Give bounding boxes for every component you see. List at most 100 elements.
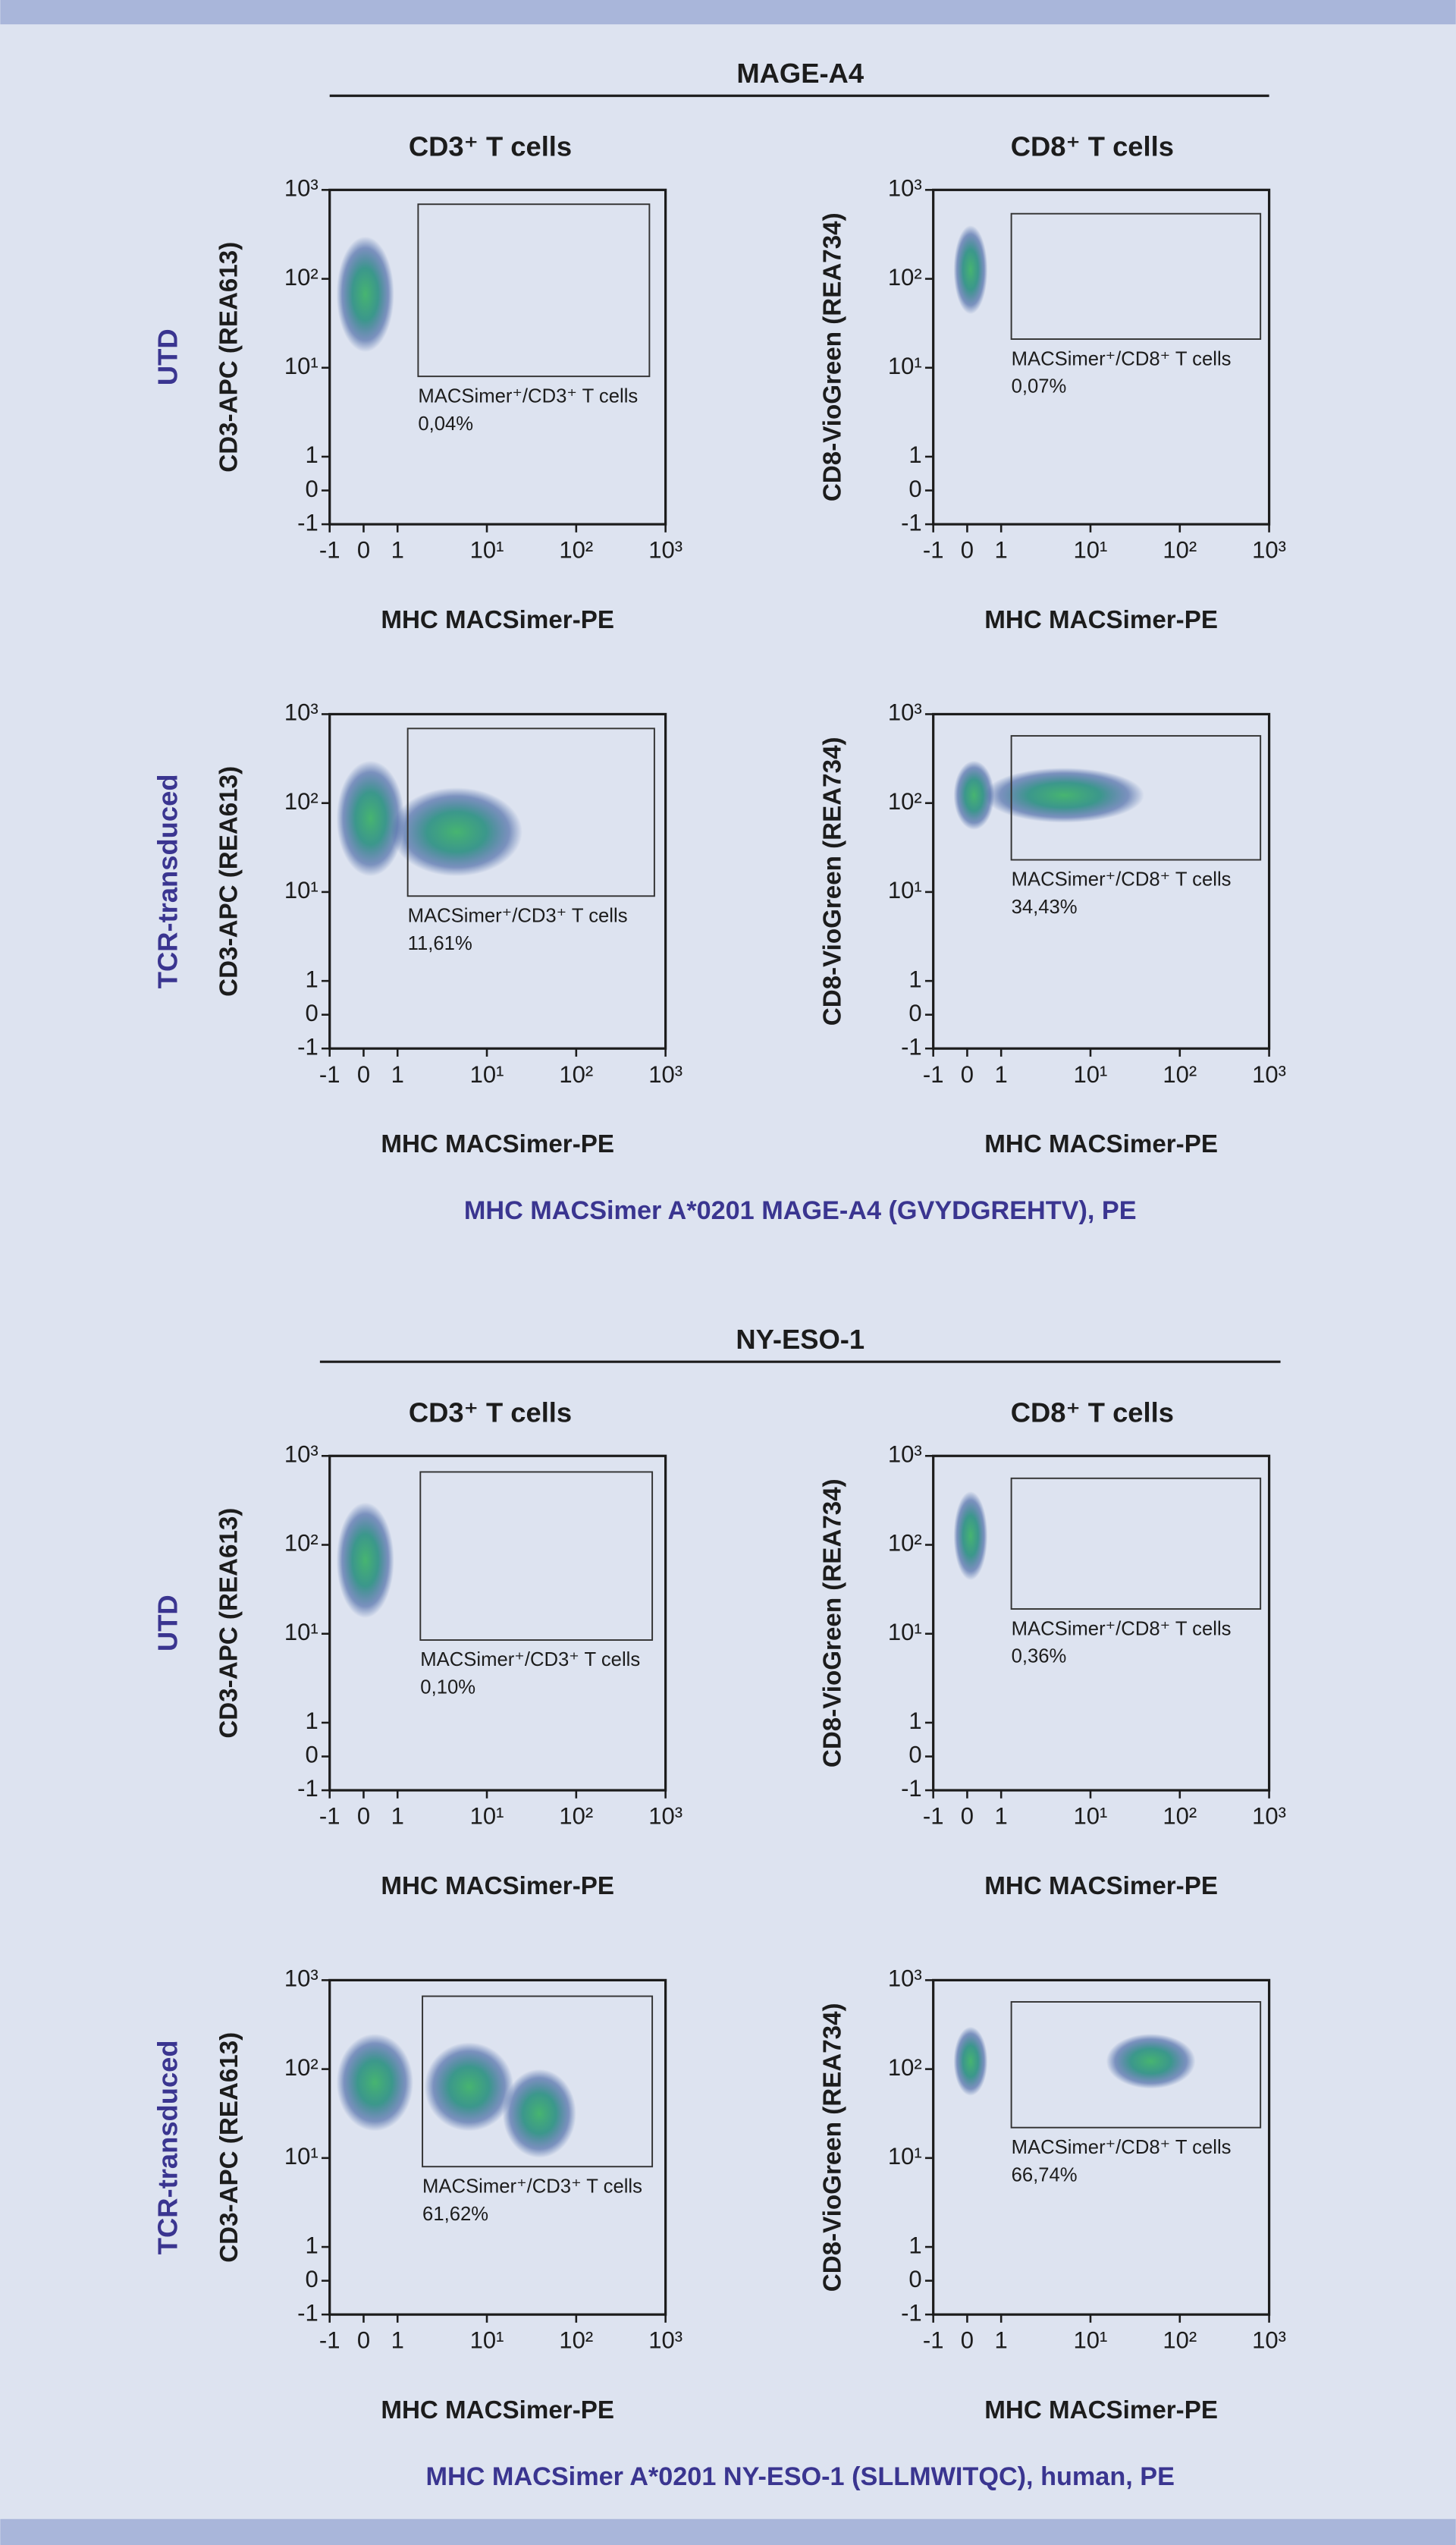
y-tick-label: -1 — [901, 509, 922, 536]
y-tick-label: 1 — [908, 966, 921, 992]
gate-percent: 0,36% — [1012, 1646, 1067, 1667]
y-tick-label: 1 — [305, 2232, 318, 2258]
x-tick-label: -1 — [319, 537, 340, 564]
y-tick-label: 10² — [888, 264, 922, 291]
x-tick-label: 0 — [961, 537, 974, 564]
y-axis-label: CD8-VioGreen (REA734) — [819, 2003, 847, 2292]
y-tick-label: 0 — [908, 1742, 921, 1768]
x-tick-label: 10³ — [648, 537, 682, 564]
gate-percent: 34,43% — [1012, 897, 1078, 918]
y-tick-label: 0 — [305, 1742, 318, 1768]
x-axis-label: MHC MACSimer-PE — [381, 1872, 614, 1900]
plot-frame — [932, 188, 1271, 526]
y-tick-label: 0 — [908, 1000, 921, 1026]
gate — [1010, 1477, 1262, 1610]
x-tick-label: -1 — [319, 2327, 340, 2354]
x-tick-label: 1 — [995, 537, 1008, 564]
x-tick-label: 0 — [961, 1803, 974, 1830]
y-axis-label: CD8-VioGreen (REA734) — [819, 1478, 847, 1767]
gate-percent: 0,10% — [420, 1677, 475, 1698]
x-tick-label: 10² — [1163, 2327, 1197, 2354]
plot-frame — [328, 712, 667, 1050]
x-tick-label: 1 — [391, 1061, 404, 1088]
x-axis-label: MHC MACSimer-PE — [381, 606, 614, 634]
gate — [1010, 212, 1262, 340]
y-tick-label: 10³ — [888, 175, 922, 202]
x-tick-label: 10¹ — [470, 537, 504, 564]
gate-percent: 11,61% — [408, 933, 472, 954]
x-tick-label: 0 — [961, 1061, 974, 1088]
x-tick-label: 10³ — [1252, 1803, 1286, 1830]
gate — [1010, 735, 1262, 861]
x-tick-label: 1 — [391, 537, 404, 564]
y-axis-label: CD8-VioGreen (REA734) — [819, 737, 847, 1026]
y-tick-label: 10¹ — [888, 1619, 922, 1645]
plot-frame — [932, 1454, 1271, 1792]
x-axis-label: MHC MACSimer-PE — [984, 2396, 1218, 2424]
gate-label: MACSimer⁺/CD3⁺ T cells — [408, 906, 628, 927]
y-tick-label: -1 — [297, 1033, 318, 1060]
x-tick-label: 10¹ — [1074, 2327, 1108, 2354]
column-header: CD3⁺ T cells — [409, 130, 572, 162]
bottom-band — [0, 2518, 1456, 2545]
y-axis-label: CD3-APC (REA613) — [215, 766, 243, 997]
y-tick-label: 0 — [305, 2266, 318, 2292]
y-tick-label: 1 — [908, 2232, 921, 2258]
y-axis-label: CD3-APC (REA613) — [215, 242, 243, 473]
plot-frame — [328, 188, 667, 526]
y-tick-label: 10¹ — [888, 353, 922, 379]
y-tick-label: 0 — [908, 476, 921, 502]
cell-population — [953, 225, 988, 315]
gate — [417, 203, 651, 378]
x-tick-label: 10³ — [648, 1803, 682, 1830]
cell-population — [953, 2026, 988, 2096]
y-tick-label: 10² — [284, 788, 318, 815]
y-tick-label: 1 — [305, 1708, 318, 1734]
gate — [419, 1471, 654, 1641]
gate-label: MACSimer⁺/CD3⁺ T cells — [418, 385, 638, 407]
gate-percent: 0,04% — [418, 413, 473, 435]
y-tick-label: 10¹ — [888, 877, 922, 903]
y-tick-label: 0 — [305, 476, 318, 502]
x-tick-label: -1 — [923, 2327, 944, 2354]
section-title: MAGE-A4 — [736, 58, 864, 89]
top-band — [0, 0, 1456, 25]
gate-percent: 61,62% — [422, 2204, 488, 2225]
x-tick-label: 0 — [357, 2327, 370, 2354]
x-tick-label: 10² — [1163, 537, 1197, 564]
x-tick-label: 10² — [559, 2327, 593, 2354]
y-tick-label: -1 — [297, 2299, 318, 2326]
y-tick-label: 1 — [305, 966, 318, 992]
cell-population — [953, 1491, 988, 1581]
gate-percent: 0,07% — [1012, 376, 1067, 397]
x-tick-label: 10² — [559, 1803, 593, 1830]
x-tick-label: 0 — [357, 537, 370, 564]
x-tick-label: -1 — [923, 1803, 944, 1830]
x-axis-label: MHC MACSimer-PE — [984, 606, 1218, 634]
y-tick-label: 10³ — [888, 1965, 922, 1992]
y-tick-label: 10¹ — [284, 2143, 318, 2170]
x-tick-label: 10¹ — [1074, 537, 1108, 564]
gate — [422, 1995, 654, 2168]
plot-frame — [328, 1978, 667, 2316]
y-tick-label: 10¹ — [284, 353, 318, 379]
gate-label: MACSimer⁺/CD3⁺ T cells — [422, 2176, 642, 2197]
row-label: UTD — [152, 328, 184, 385]
cell-population — [391, 787, 522, 877]
plot-frame — [932, 712, 1271, 1050]
y-tick-label: 0 — [908, 2266, 921, 2292]
plot-frame — [932, 1978, 1271, 2316]
y-tick-label: 10² — [888, 788, 922, 815]
y-tick-label: 10³ — [888, 1441, 922, 1467]
x-axis-label: MHC MACSimer-PE — [984, 1872, 1218, 1900]
y-tick-label: 1 — [305, 441, 318, 468]
x-axis-label: MHC MACSimer-PE — [381, 2396, 614, 2424]
y-tick-label: 0 — [305, 1000, 318, 1026]
x-axis-label: MHC MACSimer-PE — [984, 1130, 1218, 1158]
row-label: TCR-transduced — [152, 2040, 184, 2254]
column-header: CD8⁺ T cells — [1011, 130, 1174, 162]
x-tick-label: 10² — [559, 537, 593, 564]
y-tick-label: -1 — [901, 1033, 922, 1060]
row-label: TCR-transduced — [152, 774, 184, 988]
